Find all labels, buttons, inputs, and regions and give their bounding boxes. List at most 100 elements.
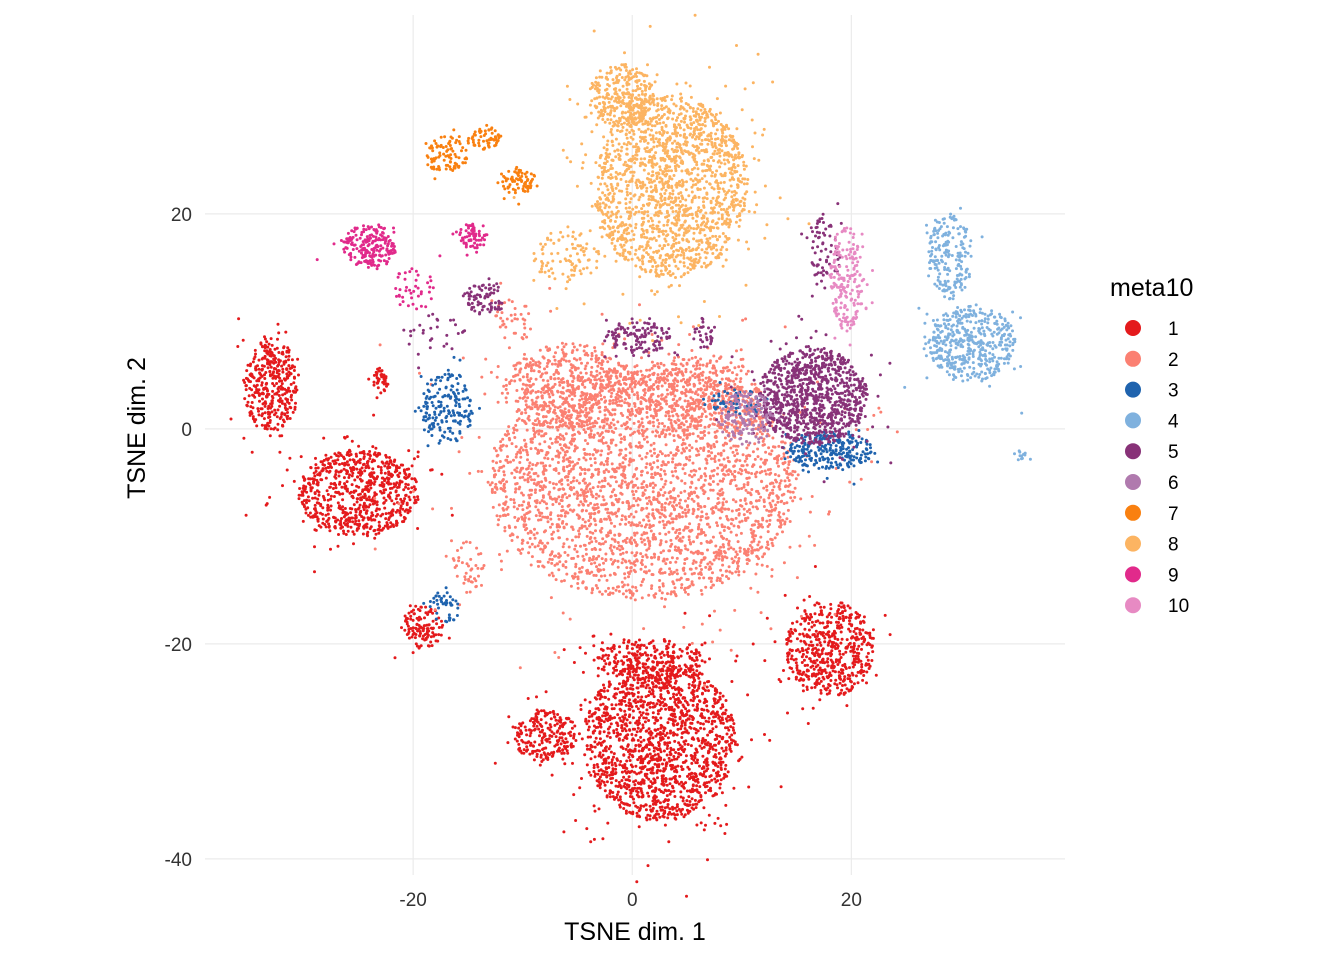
data-point xyxy=(817,638,820,642)
data-point xyxy=(538,501,542,505)
data-point xyxy=(610,773,614,777)
data-point xyxy=(418,645,422,649)
data-point xyxy=(637,656,641,660)
data-point xyxy=(376,465,380,469)
data-point xyxy=(357,519,361,523)
data-point xyxy=(647,748,651,751)
data-point xyxy=(354,508,358,512)
data-point xyxy=(859,621,863,625)
data-point xyxy=(632,738,636,742)
data-point xyxy=(252,376,256,380)
data-point xyxy=(606,821,610,825)
data-point xyxy=(707,720,711,724)
data-point xyxy=(570,397,574,401)
data-point xyxy=(609,744,612,748)
data-point xyxy=(408,473,411,476)
data-point xyxy=(850,636,853,640)
data-point xyxy=(613,475,617,479)
data-point xyxy=(825,615,829,619)
data-point xyxy=(836,644,840,648)
data-point xyxy=(367,495,371,499)
data-point xyxy=(863,637,867,641)
data-point xyxy=(619,702,623,706)
data-point xyxy=(656,459,660,463)
data-point xyxy=(808,635,812,639)
data-point xyxy=(703,660,707,664)
data-point xyxy=(339,469,343,473)
data-point xyxy=(666,653,670,657)
data-point xyxy=(694,728,698,731)
data-point xyxy=(636,691,640,694)
data-point xyxy=(266,389,269,393)
data-point xyxy=(721,760,725,764)
data-point xyxy=(849,680,853,684)
data-point xyxy=(642,700,646,704)
data-point xyxy=(670,812,674,816)
data-point xyxy=(408,604,412,608)
data-point xyxy=(818,613,821,617)
data-point xyxy=(645,754,649,758)
data-point xyxy=(406,511,410,515)
data-point xyxy=(624,682,628,686)
data-point xyxy=(658,579,662,582)
data-point xyxy=(700,515,704,518)
data-point xyxy=(627,692,631,696)
data-point xyxy=(599,703,603,707)
data-point xyxy=(275,375,279,378)
data-point xyxy=(660,667,664,671)
data-point xyxy=(263,404,267,408)
data-point xyxy=(280,382,284,386)
data-point xyxy=(696,674,700,678)
data-point xyxy=(681,767,685,771)
data-point xyxy=(289,382,293,386)
data-point xyxy=(646,683,650,687)
data-point xyxy=(698,764,701,768)
data-point xyxy=(620,690,624,694)
data-point xyxy=(679,727,683,731)
data-point xyxy=(639,740,643,744)
data-point xyxy=(658,747,662,751)
data-point xyxy=(377,520,381,524)
data-point xyxy=(604,766,608,770)
data-point xyxy=(729,725,733,729)
data-point xyxy=(577,481,581,485)
data-point xyxy=(535,724,539,728)
data-point xyxy=(693,772,697,776)
data-point xyxy=(719,721,723,725)
data-point xyxy=(629,791,633,795)
data-point xyxy=(383,506,387,510)
data-point xyxy=(632,780,636,784)
data-point xyxy=(709,774,713,778)
data-point xyxy=(271,389,275,393)
data-point xyxy=(612,755,615,759)
data-point xyxy=(237,317,241,321)
data-point xyxy=(841,684,844,687)
data-point xyxy=(669,451,673,455)
data-point xyxy=(268,495,272,499)
data-point xyxy=(388,496,392,500)
data-point xyxy=(647,642,651,646)
data-point xyxy=(341,525,344,529)
data-point xyxy=(418,630,422,633)
data-point xyxy=(654,786,658,790)
data-point xyxy=(334,476,338,480)
data-point xyxy=(414,626,418,630)
data-point xyxy=(713,761,717,765)
data-point xyxy=(371,513,375,517)
data-point xyxy=(662,791,665,795)
data-point xyxy=(326,493,330,496)
data-point xyxy=(263,373,266,377)
data-point xyxy=(662,653,666,657)
data-point xyxy=(372,383,376,387)
data-point xyxy=(497,503,501,507)
data-point xyxy=(838,612,842,615)
data-point xyxy=(871,650,875,654)
data-point xyxy=(261,392,265,396)
data-point xyxy=(288,367,292,370)
data-point xyxy=(592,658,596,662)
data-point xyxy=(662,704,666,708)
data-point xyxy=(729,522,733,526)
data-point xyxy=(579,708,583,711)
data-point xyxy=(615,728,619,731)
data-point xyxy=(280,434,284,438)
